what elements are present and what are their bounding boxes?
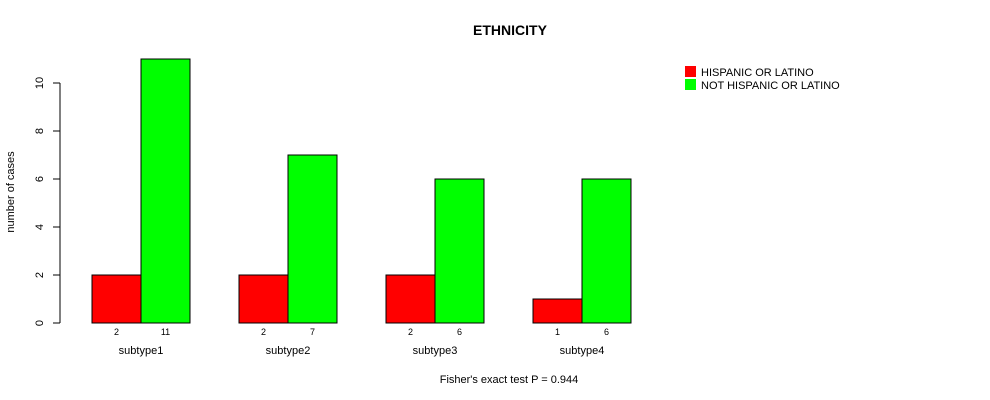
bar-value-labels: 2 11 2 7 2 6 1 6: [114, 327, 609, 337]
bar-value-label: 6: [604, 327, 609, 337]
y-axis: 0 2 4 6 8 10: [34, 77, 61, 326]
bar: [581, 178, 632, 324]
legend-swatch: [685, 79, 696, 90]
category-label: subtype4: [560, 345, 605, 357]
legend-swatch: [685, 66, 696, 77]
bar-value-label: 2: [408, 327, 413, 337]
bars: [91, 58, 632, 324]
bar: [385, 274, 436, 324]
bar: [91, 274, 142, 324]
category-label: subtype3: [413, 345, 458, 357]
y-tick-label: 4: [34, 224, 46, 230]
bar: [532, 298, 583, 324]
y-axis-label: number of cases: [5, 151, 17, 233]
bar-value-label: 11: [161, 327, 170, 337]
chart-title: ETHNICITY: [473, 22, 548, 38]
bar-value-label: 1: [555, 327, 560, 337]
y-tick-label: 10: [34, 77, 46, 89]
legend-label: HISPANIC OR LATINO: [701, 67, 814, 79]
category-label: subtype1: [119, 345, 164, 357]
bar-value-label: 7: [310, 327, 315, 337]
y-tick-label: 8: [34, 128, 46, 134]
bar: [434, 178, 485, 324]
y-tick-label: 0: [34, 320, 46, 326]
y-tick-label: 2: [34, 272, 46, 278]
bar: [287, 154, 338, 324]
x-axis-label: Fisher's exact test P = 0.944: [440, 374, 579, 386]
bar: [140, 58, 191, 324]
bar-value-label: 2: [114, 327, 119, 337]
category-label: subtype2: [266, 345, 311, 357]
y-tick-label: 6: [34, 176, 46, 182]
bar-value-label: 2: [261, 327, 266, 337]
legend-label: NOT HISPANIC OR LATINO: [701, 80, 840, 92]
category-labels: subtype1 subtype2 subtype3 subtype4: [119, 345, 605, 357]
bar: [238, 274, 289, 324]
bar-value-label: 6: [457, 327, 462, 337]
